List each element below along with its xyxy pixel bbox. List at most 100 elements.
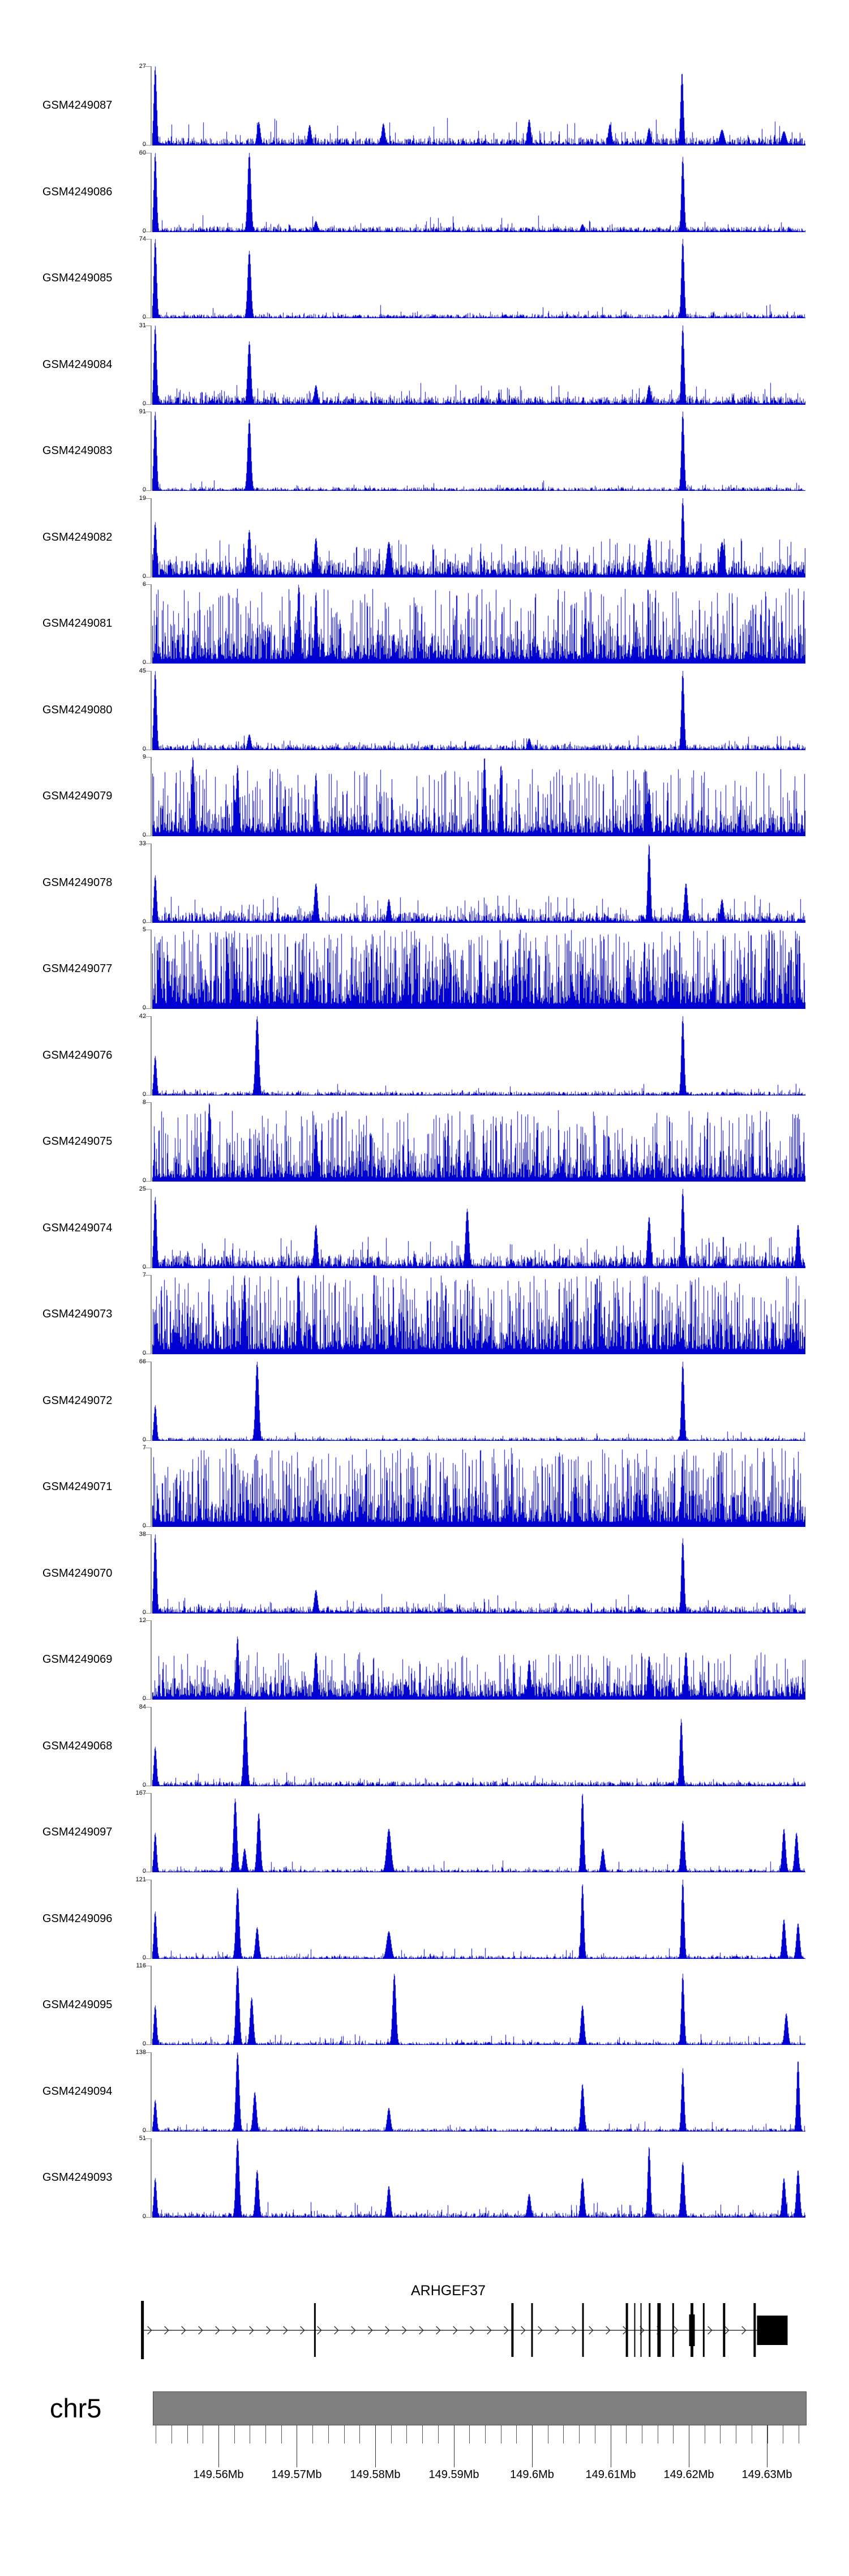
track-y-axis — [151, 1448, 152, 1527]
track-ymin-label: 0 — [142, 314, 146, 320]
track-y-axis — [151, 1102, 152, 1182]
track-y-axis — [151, 1620, 152, 1700]
track-ymax-label: 60 — [139, 149, 146, 156]
track-plot — [152, 1706, 805, 1786]
track-y-axis — [151, 1361, 152, 1441]
track-ymin-label: 0 — [142, 486, 146, 493]
axis-tick — [144, 1102, 151, 1103]
ruler-minor-tick — [187, 2425, 188, 2444]
strand-arrow-icon — [741, 2326, 747, 2335]
strand-arrow-icon — [453, 2326, 458, 2335]
axis-tick — [144, 663, 151, 664]
track-plot — [152, 152, 805, 232]
exon-tick — [723, 2303, 726, 2357]
track-plot — [152, 1620, 805, 1700]
axis-tick — [144, 1699, 151, 1700]
ruler-minor-tick — [767, 2425, 768, 2444]
track-plot — [152, 930, 805, 1009]
track-ymax-label: 66 — [139, 1358, 146, 1365]
track-ymin-label: 0 — [142, 2040, 146, 2047]
track-label: GSM4249096 — [42, 1912, 113, 1925]
track-label: GSM4249095 — [42, 1999, 113, 2011]
track-ymin-label: 0 — [142, 1436, 146, 1443]
axis-tick — [144, 145, 151, 146]
track-y-axis — [151, 843, 152, 923]
exon-tick — [634, 2303, 636, 2357]
track-ymin-label: 0 — [142, 1868, 146, 1875]
ruler-minor-tick — [171, 2425, 172, 2444]
axis-tick — [144, 1016, 151, 1017]
track-ymin-label: 0 — [142, 141, 146, 148]
track-plot — [152, 66, 805, 146]
strand-arrow-icon — [470, 2326, 475, 2335]
track-plot — [152, 757, 805, 836]
track-y-axis — [151, 152, 152, 232]
track-ymax-label: 7 — [111, 1272, 146, 1278]
ruler-minor-tick — [344, 2425, 345, 2444]
track-ymin-label: 0 — [142, 1090, 146, 1098]
ruler-minor-tick — [391, 2425, 392, 2444]
strand-arrow-icon — [538, 2326, 543, 2335]
track-label: GSM4249076 — [42, 1049, 113, 1062]
track-ymax-label: 45 — [139, 667, 146, 674]
track-label: GSM4249071 — [42, 1480, 113, 1493]
track-plot — [152, 1102, 805, 1182]
gene-structure — [141, 2301, 788, 2359]
axis-tick — [144, 1181, 151, 1182]
ruler-tick-label: 149.56Mb — [193, 2468, 244, 2481]
track-y-axis — [151, 1016, 152, 1096]
track-ymax-label: 25 — [139, 1185, 146, 1192]
exon-tick — [314, 2303, 316, 2357]
strand-arrow-icon — [572, 2326, 577, 2335]
track-label: GSM4249072 — [42, 1394, 113, 1407]
ruler-minor-tick — [406, 2425, 407, 2444]
exon-tick — [702, 2303, 705, 2357]
track-y-axis — [151, 498, 152, 577]
strand-arrow-icon — [555, 2326, 560, 2335]
track-y-axis — [151, 2138, 152, 2218]
track-ymin-label: 0 — [142, 659, 146, 666]
axis-tick — [144, 2044, 151, 2045]
track-label: GSM4249082 — [42, 530, 113, 544]
axis-tick — [144, 2130, 151, 2132]
track-label: GSM4249068 — [42, 1739, 113, 1752]
ruler-minor-tick — [673, 2425, 674, 2444]
strand-arrow-icon — [606, 2326, 611, 2335]
axis-tick — [144, 584, 151, 585]
exon-tick — [582, 2303, 584, 2357]
track-plot — [152, 1534, 805, 1614]
strand-arrow-icon — [198, 2326, 203, 2335]
track-ymax-label: 7 — [111, 1444, 146, 1451]
axis-tick — [144, 1008, 151, 1009]
exon-tick — [672, 2303, 674, 2357]
track-label: GSM4249094 — [42, 2085, 113, 2098]
strand-arrow-icon — [487, 2326, 492, 2335]
track-ymax-label: 27 — [139, 63, 146, 70]
track-label: GSM4249083 — [42, 444, 113, 457]
ruler-minor-tick — [359, 2425, 360, 2444]
track-plot — [152, 1275, 805, 1354]
exon-tick — [649, 2303, 651, 2357]
track-ymax-label: 31 — [139, 322, 146, 329]
track-ymin-label: 0 — [142, 1522, 146, 1529]
axis-tick — [144, 1440, 151, 1441]
chromosome-name-label: chr5 — [50, 2393, 102, 2423]
strand-arrow-icon — [181, 2326, 186, 2335]
axis-tick — [144, 66, 151, 67]
track-ymax-label: 12 — [139, 1617, 146, 1624]
exon-tick — [141, 2301, 144, 2359]
track-label: GSM4249070 — [42, 1567, 113, 1580]
track-plot — [152, 239, 805, 318]
terminal-exon-box — [757, 2316, 788, 2345]
ruler-minor-tick — [438, 2425, 439, 2444]
strand-arrow-icon — [232, 2326, 237, 2335]
track-label: GSM4249080 — [42, 703, 113, 716]
strand-arrow-icon — [589, 2326, 594, 2335]
track-ymax-label: 51 — [139, 2135, 146, 2142]
axis-tick — [144, 1706, 151, 1708]
ruler-minor-tick — [579, 2425, 580, 2444]
track-ymin-label: 0 — [142, 400, 146, 407]
exon-tick — [657, 2303, 661, 2357]
strand-arrow-icon — [351, 2326, 356, 2335]
strand-arrow-icon — [724, 2326, 730, 2335]
